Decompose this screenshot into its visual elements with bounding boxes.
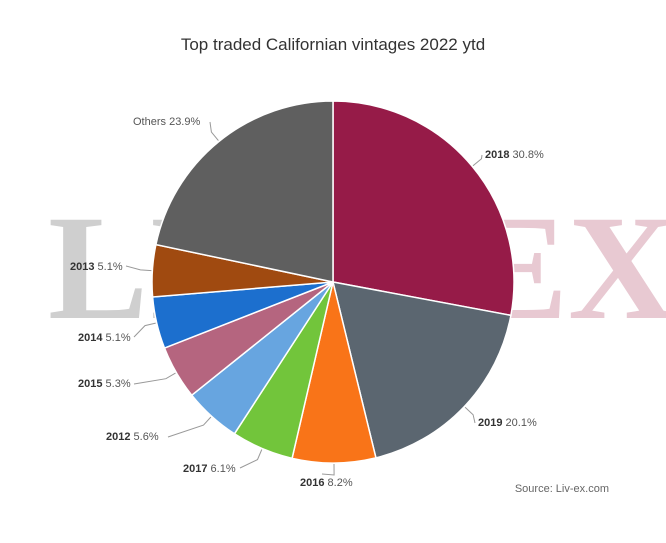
slice-label-2019: 2019 20.1%: [478, 417, 537, 429]
leader-line-2014: [133, 322, 156, 338]
leader-line-2018: [472, 154, 483, 167]
pie-slice-2019: [331, 281, 512, 459]
pie-slice-2018: [332, 100, 515, 317]
leader-lines: [125, 121, 483, 476]
leader-line-2016: [321, 463, 335, 476]
leader-line-2012: [167, 416, 212, 438]
slice-label-2015: 2015 5.3%: [78, 378, 131, 390]
slice-label-2013: 2013 5.1%: [70, 261, 123, 273]
pie-slice-others: [155, 100, 334, 283]
leader-line-2017: [239, 449, 263, 469]
slice-label-2014: 2014 5.1%: [78, 332, 131, 344]
slice-label-2017: 2017 6.1%: [183, 463, 236, 475]
leader-line-others: [209, 121, 219, 141]
chart-title: Top traded Californian vintages 2022 ytd: [181, 35, 485, 54]
leader-line-2019: [464, 406, 476, 424]
slice-label-2012: 2012 5.6%: [106, 431, 159, 443]
leader-line-2013: [125, 265, 152, 272]
slice-label-others: Others 23.9%: [133, 116, 200, 128]
pie-slices: [151, 100, 515, 464]
slice-labels: 2018 30.8% 2019 20.1% 2016 8.2% 2017 6.1% 20…: [70, 116, 544, 489]
leader-line-2015: [133, 372, 176, 385]
source-note: Source: Liv-ex.com: [515, 483, 609, 495]
slice-label-2016: 2016 8.2%: [300, 477, 353, 489]
slice-label-2018: 2018 30.8%: [485, 149, 544, 161]
